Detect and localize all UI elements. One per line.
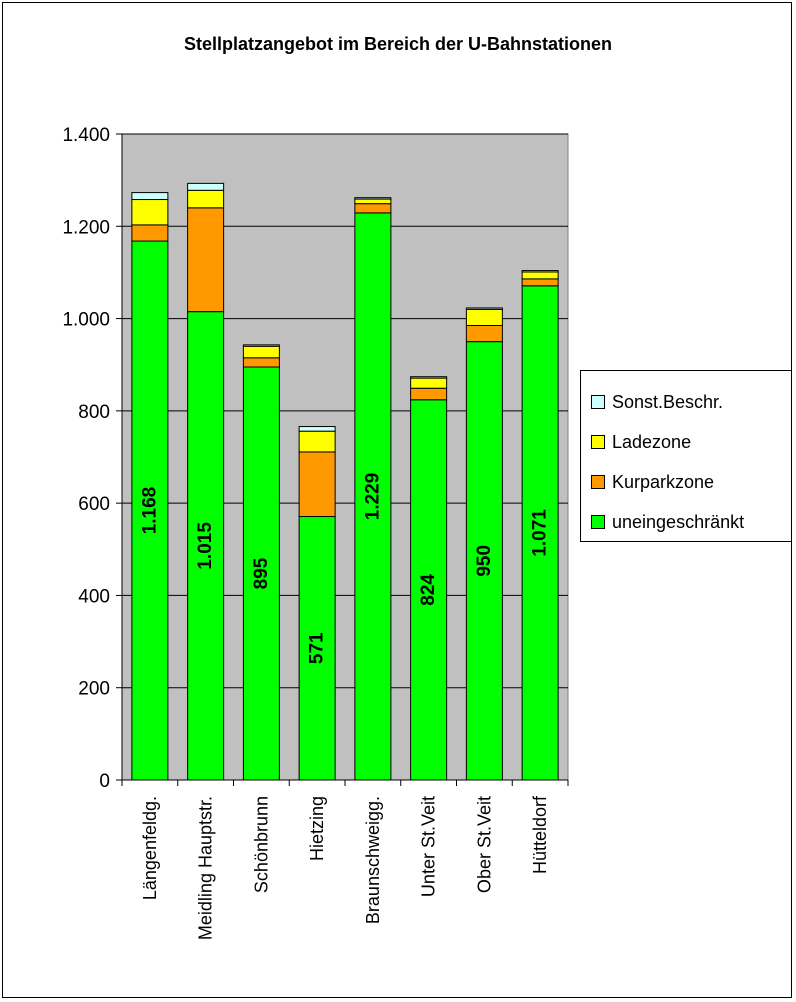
bar-segment-uneingeschraenkt xyxy=(187,311,225,781)
legend-swatch-sonst-beschr xyxy=(591,395,605,409)
bar-segment-kurparkzone xyxy=(298,451,336,518)
legend-label: Ladezone xyxy=(612,431,692,452)
bar-segment-sonst-beschr xyxy=(354,197,392,200)
bar-segment-ladezone xyxy=(465,308,503,326)
legend-label: uneingeschränkt xyxy=(612,511,745,532)
bar-segment-sonst-beschr xyxy=(298,426,336,432)
y-tick-label: 800 xyxy=(78,402,110,423)
bar-segment-sonst-beschr xyxy=(187,182,225,191)
x-category-label: Hütteldorf xyxy=(530,795,550,874)
legend-item-ladezone: Ladezone xyxy=(581,422,791,462)
x-category-label: Meidling Hauptstr. xyxy=(196,796,216,940)
bar-segment-sonst-beschr xyxy=(242,344,280,347)
bar-segment-sonst-beschr xyxy=(410,376,448,379)
bar-segment-uneingeschraenkt xyxy=(298,516,336,781)
y-tick-label: 1.200 xyxy=(62,217,110,238)
bar-segment-ladezone xyxy=(131,199,169,226)
x-category-label: Braunschweigg. xyxy=(363,796,383,924)
bar-segment-kurparkzone xyxy=(242,357,280,368)
legend-label: Sonst.Beschr. xyxy=(612,391,724,412)
bar-segment-uneingeschraenkt xyxy=(354,212,392,781)
data-label: 1.229 xyxy=(362,473,383,521)
bar-segment-kurparkzone xyxy=(354,203,392,214)
legend-item-kurparkzone: Kurparkzone xyxy=(581,462,791,502)
bar-segment-kurparkzone xyxy=(465,324,503,343)
legend-swatch-kurparkzone xyxy=(591,475,605,489)
bar-segment-kurparkzone xyxy=(187,207,225,313)
bar-segment-ladezone xyxy=(354,198,392,205)
y-tick-label: 400 xyxy=(78,586,110,607)
data-label: 1.015 xyxy=(195,522,216,570)
bar-segment-sonst-beschr xyxy=(131,192,169,201)
legend: Sonst.Beschr. Ladezone Kurparkzone unein… xyxy=(580,370,792,542)
x-category-label: Längenfeldg. xyxy=(140,796,160,900)
bar-segment-uneingeschraenkt xyxy=(242,366,280,781)
data-label: 895 xyxy=(251,557,272,589)
bar-segment-uneingeschraenkt xyxy=(521,285,559,781)
legend-swatch-ladezone xyxy=(591,435,605,449)
x-category-label: Ober St.Veit xyxy=(474,796,494,893)
data-label: 1.168 xyxy=(139,487,160,535)
x-category-label: Unter St.Veit xyxy=(419,796,439,897)
data-label: 1.071 xyxy=(530,509,551,557)
data-label: 824 xyxy=(418,574,439,606)
bar-segment-ladezone xyxy=(242,345,280,359)
bar-segment-sonst-beschr xyxy=(521,270,559,273)
bar-segment-kurparkzone xyxy=(410,387,448,401)
legend-swatch-uneingeschraenkt xyxy=(591,515,605,529)
bar-segment-kurparkzone xyxy=(521,278,559,287)
bar-segment-uneingeschraenkt xyxy=(465,341,503,781)
y-tick-label: 1.400 xyxy=(62,125,110,146)
data-label: 571 xyxy=(307,632,328,664)
legend-label: Kurparkzone xyxy=(612,471,715,492)
bar-segment-sonst-beschr xyxy=(465,307,503,310)
bar-segment-ladezone xyxy=(410,377,448,389)
chart-title: Stellplatzangebot im Bereich der U-Bahns… xyxy=(183,34,613,54)
bar-segment-ladezone xyxy=(187,189,225,209)
y-tick-label: 1.000 xyxy=(62,310,110,331)
bar-segment-kurparkzone xyxy=(131,224,169,242)
data-label: 950 xyxy=(474,545,495,577)
bar-segment-ladezone xyxy=(521,271,559,280)
legend-item-uneingeschraenkt: uneingeschränkt xyxy=(581,502,791,542)
x-category-label: Hietzing xyxy=(307,796,327,861)
y-tick-label: 0 xyxy=(99,771,110,792)
y-tick-label: 200 xyxy=(78,679,110,700)
x-category-label: Schönbrunn xyxy=(251,796,271,893)
bar-segment-ladezone xyxy=(298,430,336,453)
legend-item-sonst-beschr: Sonst.Beschr. xyxy=(581,382,791,422)
bar-segment-uneingeschraenkt xyxy=(131,240,169,781)
y-tick-label: 600 xyxy=(78,494,110,515)
bar-segment-uneingeschraenkt xyxy=(410,399,448,781)
